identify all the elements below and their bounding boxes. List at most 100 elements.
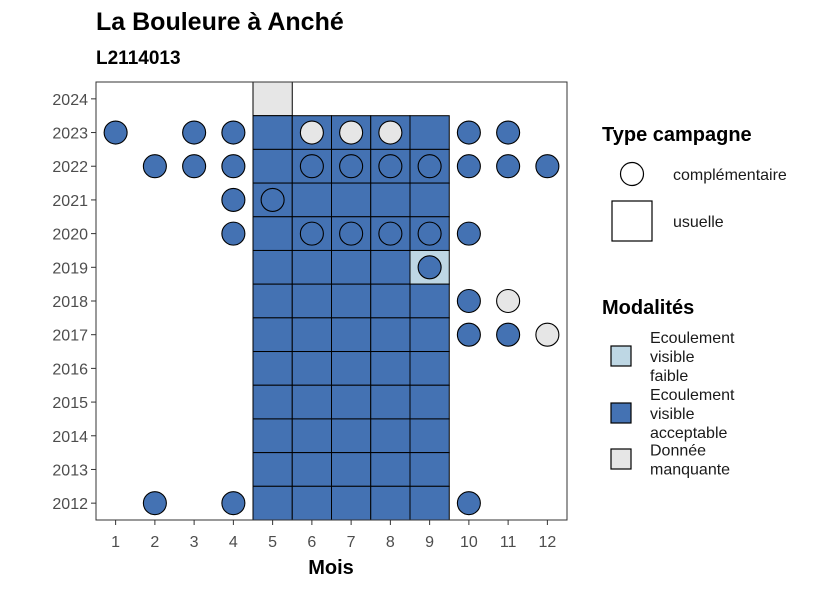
- cell-usuelle: [252, 452, 293, 487]
- x-axis: 1 2 3 4 5 6 7 8 9 10 11 12: [111, 520, 556, 551]
- point-complementaire: [496, 288, 521, 314]
- cell-usuelle: [409, 283, 450, 319]
- cell-usuelle: [331, 384, 372, 420]
- x-tick-label: 3: [190, 534, 199, 551]
- point-complementaire: [456, 154, 481, 179]
- cell-usuelle: [291, 452, 332, 487]
- point-complementaire: [103, 120, 128, 145]
- cell-usuelle: [252, 317, 293, 353]
- point-complementaire: [535, 322, 560, 347]
- legend-label-usuelle: usuelle: [673, 214, 724, 231]
- cell-usuelle: [409, 351, 450, 386]
- y-tick-label: 2018: [52, 294, 88, 311]
- cell-usuelle: [409, 485, 450, 521]
- x-tick-label: 6: [307, 534, 316, 551]
- cell-usuelle: [331, 452, 372, 487]
- point-complementaire: [299, 120, 324, 145]
- point-complementaire: [496, 120, 521, 145]
- y-tick-label: 2023: [52, 126, 88, 143]
- cell-usuelle: [252, 418, 293, 454]
- legend-square-icon: [611, 200, 653, 242]
- chart-title: La Bouleure à Anché: [96, 8, 344, 36]
- y-tick-label: 2019: [52, 260, 88, 277]
- cell-usuelle: [291, 485, 332, 521]
- point-complementaire: [417, 255, 442, 280]
- point-complementaire: [339, 120, 364, 145]
- cell-usuelle: [291, 418, 332, 454]
- point-complementaire: [378, 154, 403, 179]
- x-tick-label: 2: [150, 534, 159, 551]
- y-tick-label: 2017: [52, 328, 88, 345]
- legend-key-label: faible: [650, 368, 688, 385]
- point-complementaire: [142, 491, 167, 516]
- cell-usuelle: [370, 384, 411, 420]
- point-complementaire: [378, 221, 403, 246]
- cell-usuelle: [252, 485, 293, 521]
- cell-usuelle: [331, 249, 372, 285]
- y-tick-label: 2015: [52, 395, 88, 412]
- point-complementaire: [417, 221, 442, 246]
- cell-usuelle: [252, 115, 293, 150]
- cell-usuelle: [252, 249, 293, 285]
- cell-usuelle: [331, 485, 372, 521]
- point-complementaire: [456, 322, 481, 347]
- usuelle-cells: [252, 81, 450, 521]
- cell-usuelle: [291, 384, 332, 420]
- cell-usuelle: [370, 249, 411, 285]
- point-complementaire: [496, 322, 521, 347]
- point-complementaire: [182, 120, 207, 145]
- cell-usuelle: [252, 216, 293, 251]
- cell-usuelle: [331, 317, 372, 353]
- legend-label-complementaire: complémentaire: [673, 167, 787, 184]
- legend-type-campagne-title: Type campagne: [602, 124, 752, 146]
- x-tick-label: 1: [111, 534, 120, 551]
- cell-usuelle: [409, 182, 450, 218]
- legend-key-label: Ecoulement: [650, 330, 735, 347]
- x-tick-label: 11: [500, 534, 517, 551]
- point-complementaire: [456, 221, 481, 246]
- x-tick-label: 7: [347, 534, 356, 551]
- legend-type-campagne: Type campagne complémentaire usuelle: [602, 124, 787, 242]
- point-complementaire: [456, 120, 481, 145]
- point-complementaire: [496, 154, 521, 179]
- y-tick-label: 2022: [52, 159, 88, 176]
- cell-usuelle: [291, 317, 332, 353]
- y-axis: 2012 2013 2014 2015 2016 2017 2018 2019 2020 2021…: [52, 92, 96, 513]
- cell-usuelle: [331, 418, 372, 454]
- y-tick-label: 2014: [52, 429, 88, 446]
- y-tick-label: 2013: [52, 462, 88, 479]
- y-tick-label: 2012: [52, 496, 88, 513]
- point-complementaire: [299, 221, 324, 246]
- y-tick-label: 2024: [52, 92, 88, 109]
- cell-usuelle: [409, 452, 450, 487]
- x-tick-label: 5: [268, 534, 277, 551]
- legend-key-swatch: [610, 448, 632, 470]
- cell-usuelle: [252, 148, 293, 184]
- cell-usuelle: [252, 351, 293, 386]
- complementaire-points: [103, 120, 560, 516]
- cell-usuelle: [409, 317, 450, 353]
- legend-key-label: Donnée: [650, 443, 706, 460]
- x-tick-label: 9: [425, 534, 434, 551]
- cell-usuelle: [331, 351, 372, 386]
- cell-usuelle: [291, 283, 332, 319]
- y-tick-label: 2016: [52, 361, 88, 378]
- point-complementaire: [378, 120, 403, 145]
- legend-key-label: visible: [650, 406, 695, 423]
- cell-usuelle: [252, 384, 293, 420]
- point-complementaire: [299, 154, 324, 179]
- cell-usuelle: [370, 351, 411, 386]
- legend-key-label: visible: [650, 349, 695, 366]
- legend-key-label: Ecoulement: [650, 387, 735, 404]
- legend-key-swatch: [610, 345, 632, 367]
- cell-usuelle: [409, 115, 450, 150]
- cell-usuelle: [370, 182, 411, 218]
- y-tick-label: 2021: [52, 193, 88, 210]
- x-axis-title: Mois: [308, 557, 354, 579]
- point-complementaire: [260, 187, 285, 212]
- x-tick-label: 12: [538, 534, 556, 551]
- legend-key-label: acceptable: [650, 425, 727, 442]
- point-complementaire: [339, 154, 364, 179]
- point-complementaire: [221, 221, 246, 246]
